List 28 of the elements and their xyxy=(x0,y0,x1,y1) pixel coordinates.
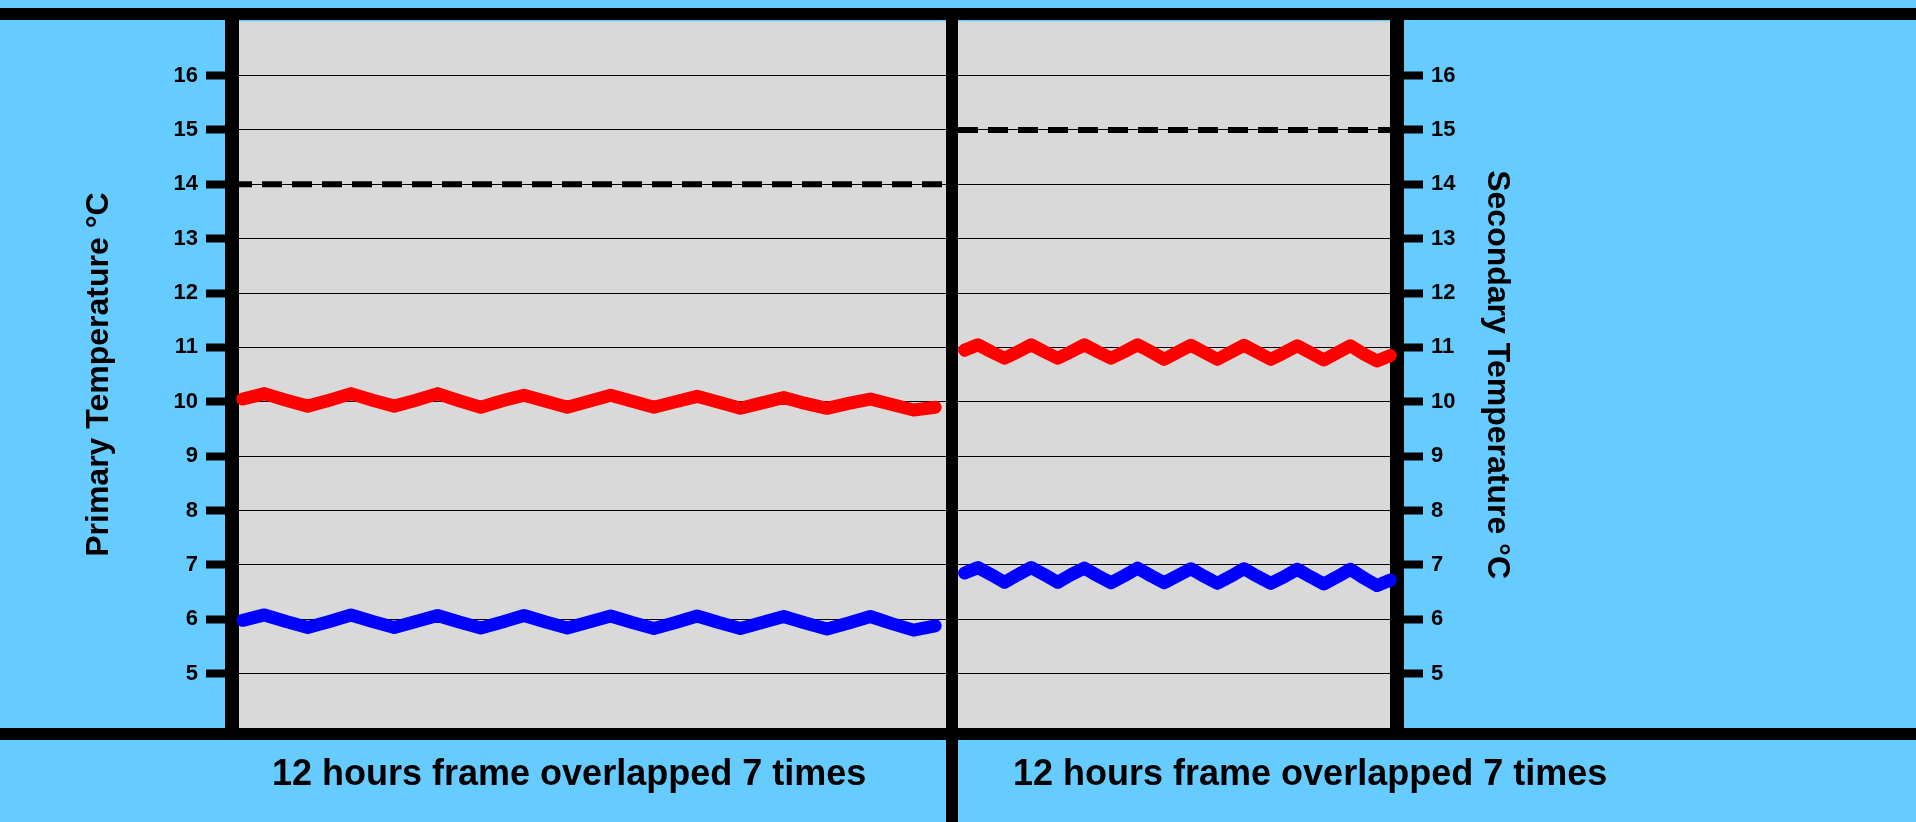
x-axis-title: 12 hours frame overlapped 7 times xyxy=(1013,752,1608,794)
y-tick-label: 14 xyxy=(1431,170,1457,196)
y-axis-title: Secondary Temperature °C xyxy=(1480,170,1517,579)
y-tick-label: 9 xyxy=(185,442,198,468)
y-tick-label: 15 xyxy=(173,116,198,141)
y-tick-label: 5 xyxy=(185,659,198,685)
y-tick-label: 12 xyxy=(1431,279,1456,305)
y-tick-label: 13 xyxy=(1431,224,1456,250)
x-axis-title: 12 hours frame overlapped 7 times xyxy=(272,752,867,794)
y-tick-label: 16 xyxy=(1431,61,1456,87)
y-tick-label: 8 xyxy=(185,496,198,522)
y-tick-label: 9 xyxy=(1431,442,1444,468)
y-tick-label: 7 xyxy=(185,550,198,576)
y-tick-label: 10 xyxy=(173,387,198,413)
y-tick-label: 15 xyxy=(1431,116,1456,141)
y-tick-label: 14 xyxy=(173,170,199,196)
y-tick-label: 11 xyxy=(1431,333,1455,359)
y-tick-label: 11 xyxy=(174,333,198,359)
y-tick-label: 10 xyxy=(1431,387,1456,413)
y-tick-label: 7 xyxy=(1431,550,1444,576)
y-axis-title: Primary Temperature °C xyxy=(79,192,116,557)
y-tick-label: 12 xyxy=(173,279,198,305)
y-tick-label: 16 xyxy=(173,61,198,87)
y-tick-label: 13 xyxy=(173,224,198,250)
y-tick-label: 8 xyxy=(1431,496,1444,522)
y-tick-label: 6 xyxy=(1431,605,1444,631)
y-tick-label: 6 xyxy=(185,605,198,631)
y-tick-label: 5 xyxy=(1431,659,1444,685)
